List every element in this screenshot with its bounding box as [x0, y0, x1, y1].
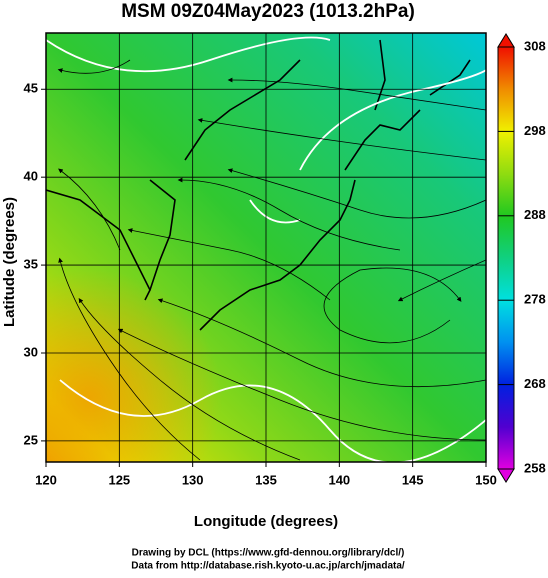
- x-tick-label: 145: [402, 472, 424, 487]
- y-tick-label: 45: [24, 81, 38, 96]
- colorbar-tick-label: 258: [524, 460, 546, 475]
- x-tick-label: 140: [328, 472, 350, 487]
- colorbar-tick-label: 308: [524, 38, 546, 53]
- x-axis-label: Longitude (degrees): [194, 513, 338, 530]
- x-tick-label: 150: [475, 472, 497, 487]
- streamline: [57, 59, 486, 461]
- field: [46, 33, 486, 462]
- x-tick-label: 135: [255, 472, 277, 487]
- y-tick-label: 40: [24, 169, 38, 184]
- x-tick-label: 120: [35, 472, 57, 487]
- colorbar-tick-label: 288: [524, 207, 546, 222]
- colorbar-tick-label: 298: [524, 123, 546, 138]
- x-tick-label: 130: [182, 472, 204, 487]
- credit: Drawing by DCL (https://www.gfd-dennou.o…: [132, 548, 405, 559]
- colorbar-bottom: [497, 468, 515, 483]
- x-tick-label: 125: [108, 472, 130, 487]
- y-tick-label: 35: [24, 257, 38, 272]
- chart-title: MSM 09Z04May2023 (1013.2hPa): [121, 1, 415, 22]
- colorbar-tick-label: 278: [524, 292, 546, 307]
- y-axis-label: Latitude (degrees): [1, 197, 18, 327]
- credit: Data from http://database.rish.kyoto-u.a…: [131, 561, 405, 572]
- colorbar-top: [497, 33, 515, 48]
- coastline: [46, 39, 471, 331]
- colorbar: [497, 46, 515, 470]
- y-tick-label: 25: [24, 432, 38, 447]
- colorbar-tick-label: 268: [524, 376, 546, 391]
- y-tick-label: 30: [24, 344, 38, 359]
